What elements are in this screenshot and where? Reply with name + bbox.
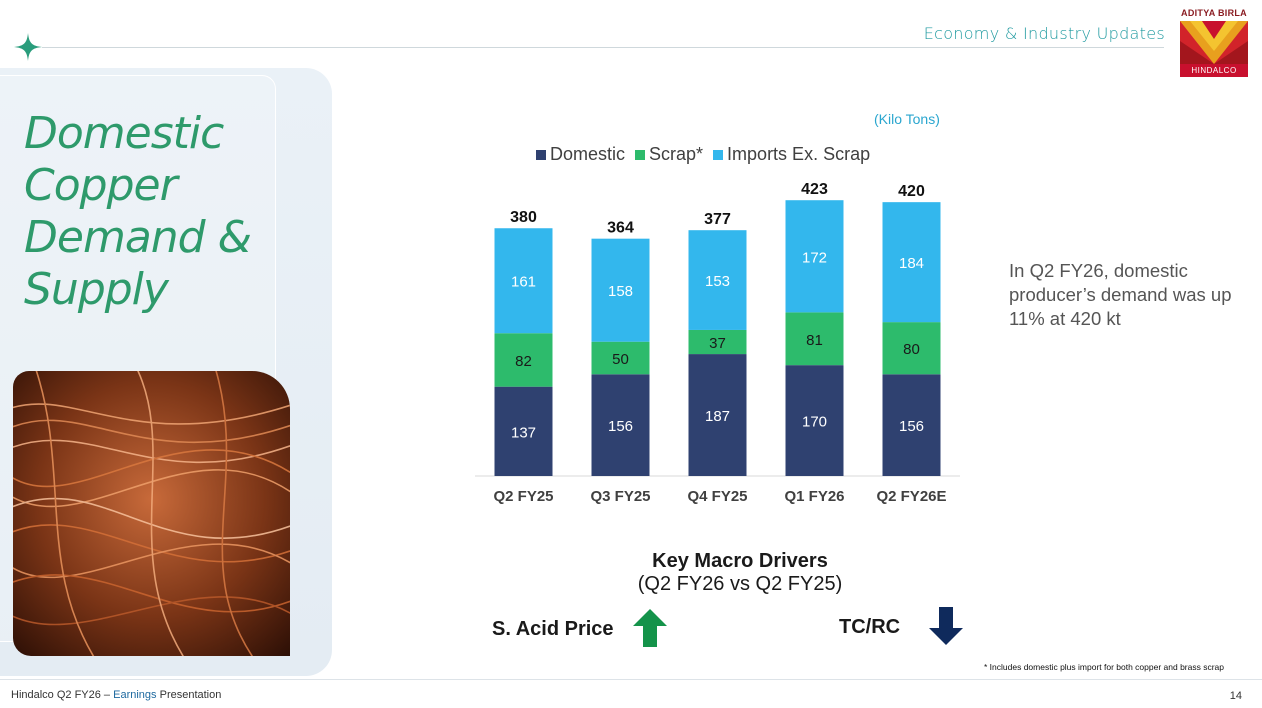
header-divider bbox=[42, 47, 1164, 48]
footer-accent: Earnings bbox=[113, 689, 157, 701]
drivers-title: Key Macro Drivers bbox=[652, 550, 828, 572]
arrow-down-icon bbox=[929, 607, 963, 645]
bar-total-label: 364 bbox=[607, 220, 634, 237]
aditya-birla-hindalco-logo: ADITYA BIRLA HINDALCO bbox=[1178, 8, 1250, 78]
bar-value-label: 161 bbox=[511, 274, 536, 291]
bar-segment bbox=[494, 333, 553, 387]
bar-segment bbox=[785, 200, 844, 313]
bar-segment bbox=[494, 386, 553, 476]
demand-callout: In Q2 FY26, domestic producer’s demand w… bbox=[1009, 260, 1232, 329]
slide-title-line: Demand & bbox=[24, 212, 252, 263]
bar-value-label: 172 bbox=[802, 249, 827, 266]
x-tick-label: Q4 FY25 bbox=[687, 488, 747, 505]
bar-total-label: 423 bbox=[801, 181, 828, 198]
driver-label-tcrc: TC/RC bbox=[839, 616, 901, 638]
footer-divider bbox=[0, 679, 1262, 680]
bar-segment bbox=[785, 312, 844, 366]
bar-value-label: 170 bbox=[802, 414, 827, 431]
bar-segment bbox=[688, 230, 747, 330]
chart-legend: Domestic Scrap* Imports Ex. Scrap bbox=[536, 144, 870, 165]
bar-segment bbox=[688, 329, 747, 355]
bar-value-label: 153 bbox=[705, 273, 730, 290]
bar-segment bbox=[882, 322, 941, 375]
footer-prefix: Hindalco Q2 FY26 – bbox=[11, 689, 114, 701]
x-tick-label: Q3 FY25 bbox=[590, 488, 650, 505]
legend-swatch-imports bbox=[713, 149, 724, 160]
footer-text: Hindalco Q2 FY26 – Earnings Presentation bbox=[11, 689, 221, 701]
legend-item-domestic: Domestic bbox=[536, 144, 625, 165]
bar-value-label: 187 bbox=[705, 408, 730, 425]
bar-value-label: 156 bbox=[899, 418, 924, 435]
bar-value-label: 37 bbox=[709, 335, 726, 352]
arrow-up-icon bbox=[633, 609, 667, 647]
logo-brand-text: ADITYA BIRLA bbox=[1181, 8, 1247, 18]
bar-segment bbox=[882, 374, 941, 476]
bar-value-label: 81 bbox=[806, 332, 823, 349]
section-title: Economy & Industry Updates bbox=[923, 24, 1165, 43]
bar-segment bbox=[591, 374, 650, 476]
x-tick-label: Q1 FY26 bbox=[784, 488, 844, 505]
stacked-bar-chart: 137 82 161 380 Q2 FY25 156 50 158 364 Q3 FY25 187 3… bbox=[475, 181, 960, 505]
bar-total-label: 380 bbox=[510, 209, 537, 226]
bar-value-label: 156 bbox=[608, 418, 633, 435]
sparkle-icon bbox=[14, 33, 42, 61]
copper-wire-photo bbox=[13, 371, 290, 656]
bar-value-label: 82 bbox=[515, 353, 532, 370]
bar-total-label: 420 bbox=[898, 183, 925, 200]
bar-value-label: 184 bbox=[899, 255, 924, 272]
x-tick-label: Q2 FY26E bbox=[876, 488, 946, 505]
bar-segment bbox=[688, 354, 747, 476]
slide-title-line: Copper bbox=[24, 160, 178, 211]
bar-total-label: 377 bbox=[704, 211, 731, 228]
logo-company-text: HINDALCO bbox=[1180, 64, 1248, 77]
legend-label-scrap: Scrap* bbox=[649, 144, 704, 164]
logo-sun-icon bbox=[1180, 21, 1248, 64]
x-tick-label: Q2 FY25 bbox=[493, 488, 553, 505]
chart-unit-label: (Kilo Tons) bbox=[874, 111, 940, 127]
slide-title-line: Supply bbox=[24, 264, 169, 315]
legend-item-imports: Imports Ex. Scrap bbox=[713, 144, 870, 165]
bar-value-label: 137 bbox=[511, 424, 536, 441]
legend-swatch-domestic bbox=[536, 149, 546, 160]
bar-value-label: 80 bbox=[903, 341, 920, 358]
bar-segment bbox=[591, 341, 650, 375]
legend-swatch-scrap bbox=[635, 149, 646, 160]
bar-value-label: 158 bbox=[608, 283, 633, 300]
footnote: * Includes domestic plus import for both… bbox=[984, 662, 1225, 672]
legend-label-imports: Imports Ex. Scrap bbox=[727, 144, 871, 164]
slide-title-line: Domestic bbox=[24, 108, 224, 159]
driver-label-acid-price: S. Acid Price bbox=[492, 618, 614, 640]
bar-segment bbox=[785, 365, 844, 476]
slide-title: Domestic Copper Demand & Supply bbox=[24, 108, 284, 316]
bar-segment bbox=[591, 238, 650, 342]
footer-suffix: Presentation bbox=[156, 689, 222, 701]
bar-segment bbox=[882, 202, 941, 323]
drivers-subtitle: (Q2 FY26 vs Q2 FY25) bbox=[637, 573, 843, 595]
legend-item-scrap: Scrap* bbox=[635, 144, 703, 165]
legend-label-domestic: Domestic bbox=[550, 144, 626, 164]
page-number: 14 bbox=[1229, 690, 1242, 702]
bar-value-label: 50 bbox=[612, 351, 629, 368]
bar-segment bbox=[494, 228, 553, 334]
